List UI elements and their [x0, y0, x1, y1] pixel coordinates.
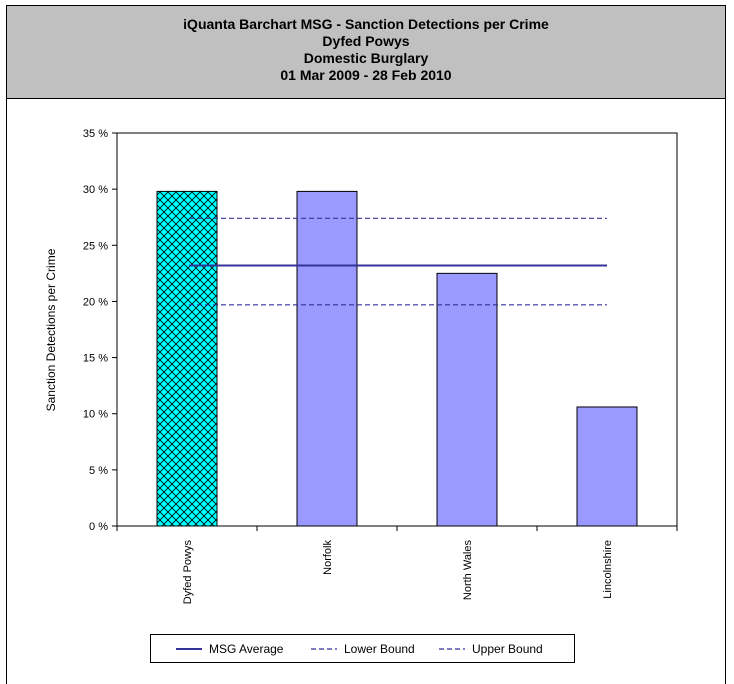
y-tick-label: 30 %	[83, 184, 108, 196]
y-tick-label: 20 %	[83, 296, 108, 308]
y-tick-label: 0 %	[89, 521, 108, 533]
x-tick-label: North Wales	[462, 540, 474, 601]
x-tick-label: Dyfed Powys	[182, 540, 194, 605]
bar-north-wales	[437, 273, 497, 526]
legend-dashed-line-icon	[439, 646, 465, 652]
bar-norfolk	[297, 191, 357, 526]
y-tick-label: 5 %	[89, 465, 108, 477]
legend-label: Lower Bound	[344, 642, 415, 656]
x-tick-label: Lincolnshire	[602, 540, 614, 599]
y-tick-label: 10 %	[83, 409, 108, 421]
legend-item-lower-bound: Lower Bound	[311, 635, 415, 662]
legend: MSG Average Lower Bound Upper Bound	[150, 634, 575, 663]
y-axis-label: Sanction Detections per Crime	[44, 248, 58, 411]
y-tick-label: 25 %	[83, 240, 108, 252]
y-tick-label: 15 %	[83, 353, 108, 365]
legend-solid-line-icon	[176, 646, 202, 652]
legend-label: MSG Average	[209, 642, 283, 656]
legend-dashed-line-icon	[311, 646, 337, 652]
bar-dyfed-powys	[157, 191, 217, 526]
legend-item-msg-average: MSG Average	[176, 635, 283, 662]
legend-item-upper-bound: Upper Bound	[439, 635, 543, 662]
bar-lincolnshire	[577, 407, 637, 526]
y-tick-label: 35 %	[83, 128, 108, 140]
legend-label: Upper Bound	[472, 642, 543, 656]
x-tick-label: Norfolk	[322, 540, 334, 575]
